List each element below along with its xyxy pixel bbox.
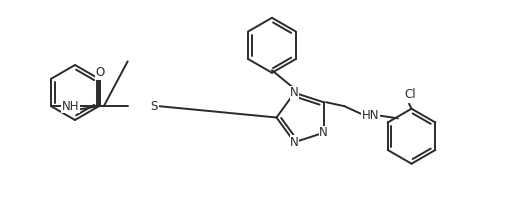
Text: N: N	[319, 126, 328, 139]
Text: NH: NH	[61, 100, 79, 113]
Text: N: N	[290, 136, 299, 149]
Text: HN: HN	[362, 109, 379, 122]
Text: S: S	[150, 100, 157, 113]
Text: N: N	[290, 86, 299, 99]
Text: O: O	[96, 66, 105, 79]
Text: Cl: Cl	[405, 88, 416, 101]
